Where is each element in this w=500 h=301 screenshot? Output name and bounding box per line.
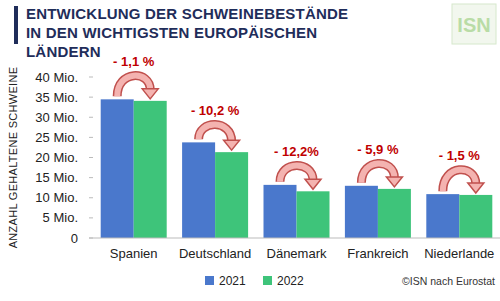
bar [264, 185, 297, 238]
annotation: - 10,2 % [191, 103, 240, 118]
y-tick [89, 97, 93, 98]
y-tick-label: 40 Mio. [35, 70, 78, 85]
y-tick [89, 157, 93, 158]
source: ©ISN nach Eurostat [402, 275, 495, 287]
annotation: - 1,1 % [113, 54, 155, 69]
x-tick-label: Spanien [110, 246, 158, 261]
bar [215, 152, 248, 238]
legend: 2021 2022 [205, 274, 304, 288]
bar [459, 195, 492, 238]
y-tick [89, 177, 93, 178]
chart: ISN ANZAHL GEHALTENE SCHWEINE 0 5 Mio. 10 Mi… [0, 0, 500, 301]
y-tick [89, 217, 93, 218]
x-tick-label: Frankreich [347, 246, 408, 261]
legend-swatch [205, 276, 214, 285]
bar [345, 186, 378, 238]
y-tick [89, 117, 93, 118]
title-bar [14, 6, 18, 44]
legend-swatch [263, 276, 272, 285]
annotation: - 1,5 % [439, 148, 481, 163]
bar [134, 101, 167, 238]
logo-box [452, 4, 496, 44]
annotation: - 5,9 % [357, 142, 399, 157]
page: {"chart_data": { "type": "bar", "title":… [0, 0, 500, 301]
y-tick-label: 20 Mio. [35, 150, 78, 165]
bar [101, 99, 134, 238]
arrow [443, 170, 484, 193]
legend-label: 2022 [277, 274, 304, 288]
logo: ISN [452, 4, 496, 44]
arrow [280, 165, 321, 189]
legend-label: 2021 [219, 274, 246, 288]
x-axis [89, 238, 500, 239]
arrow-head [468, 183, 484, 193]
x-tick-label: Niederlande [424, 246, 494, 261]
annotation: - 12,2% [274, 144, 319, 159]
arrow-head [305, 179, 321, 189]
y-axis-label: ANZAHL GEHALTENE SCHWEINE [7, 67, 19, 249]
y-tick [89, 137, 93, 138]
y-tick-label: 25 Mio. [35, 130, 78, 145]
y-tick [89, 77, 93, 78]
arrow-head [142, 89, 158, 99]
x-tick-label: Dänemark [267, 246, 327, 261]
y-tick-label: 35 Mio. [35, 90, 78, 105]
y-tick-label: 30 Mio. [35, 110, 78, 125]
y-tick-label: 5 Mio. [43, 210, 78, 225]
x-tick-label: Deutschland [179, 246, 251, 261]
arrow-outline [199, 125, 232, 142]
arrow-body [199, 125, 232, 142]
arrow [199, 125, 240, 151]
bar [182, 142, 215, 238]
y-tick [89, 197, 93, 198]
arrow-head [224, 140, 240, 150]
logo-text: ISN [457, 14, 490, 36]
bars [101, 99, 493, 238]
y-tick-label: 10 Mio. [35, 190, 78, 205]
bar [378, 189, 411, 238]
bar [426, 194, 459, 238]
arrow [117, 76, 158, 99]
arrow-head [386, 177, 402, 187]
y-tick-label: 0 [71, 231, 78, 246]
title: ENTWICKLUNG DER SCHWEINEBESTÄNDE IN DEN … [26, 4, 356, 61]
bar [297, 191, 330, 238]
arrow [361, 163, 402, 186]
y-tick-label: 15 Mio. [35, 170, 78, 185]
